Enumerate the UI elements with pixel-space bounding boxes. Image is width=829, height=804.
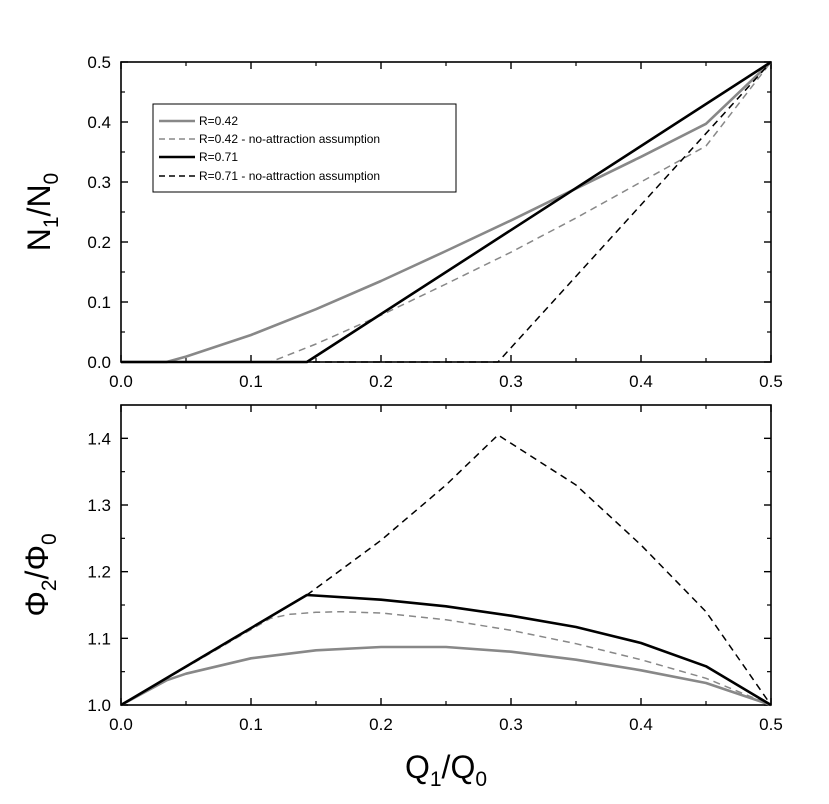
bottom-x-tick-label: 0.0 [109,715,133,734]
bottom-x-tick-label: 0.3 [499,715,523,734]
legend-box [152,103,457,193]
bottom-y-tick-label: 1.4 [87,429,111,448]
top-x-tick-label: 0.5 [759,372,783,391]
top-x-tick-label: 0.2 [369,372,393,391]
bottom-x-tick-label: 0.4 [629,715,653,734]
bottom-ticks: 0.0 0.1 0.2 0.3 0.4 0.5 1.0 1.1 1.2 1.3 1.4 [87,405,783,734]
top-y-tick-label: 0.2 [87,233,111,252]
bottom-y-tick-label: 1.1 [87,629,111,648]
top-series [121,60,772,364]
top-y-axis-title: N1/N0 [21,173,63,251]
legend: R=0.42 R=0.42 - no-attraction assumption… [152,103,457,193]
top-y-tick-label: 0.5 [87,53,111,72]
bottom-series [120,434,772,707]
x-axis-title: Q1/Q0 [405,749,487,791]
top-series-line-1 [121,61,772,363]
top-series-line-3 [121,61,772,363]
top-y-tick-label: 0.0 [87,353,111,372]
bottom-y-tick-label: 1.2 [87,563,111,582]
legend-label-r042: R=0.42 [199,114,238,128]
bottom-x-tick-label: 0.1 [239,715,263,734]
legend-label-r071-noattr: R=0.71 - no-attraction assumption [199,169,380,183]
bottom-y-tick-label: 1.3 [87,496,111,515]
bottom-series-line-2 [120,593,772,707]
top-x-tick-label: 0.3 [499,372,523,391]
top-x-tick-label: 0.1 [239,372,263,391]
legend-label-r042-noattr: R=0.42 - no-attraction assumption [199,132,380,146]
bottom-y-axis-title: Φ2/Φ0 [19,533,61,616]
top-y-tick-label: 0.4 [87,113,111,132]
bottom-y-tick-label: 1.0 [87,696,111,715]
bottom-series-line-0 [120,645,772,707]
legend-label-r071: R=0.71 [199,150,238,164]
bottom-x-tick-label: 0.5 [759,715,783,734]
top-y-tick-label: 0.3 [87,173,111,192]
top-x-tick-label: 0.4 [629,372,653,391]
top-y-tick-label: 0.1 [87,293,111,312]
top-panel: 0.0 0.1 0.2 0.3 0.4 0.5 0.0 0.1 0.2 0.3 0.4 0.5 R=0… [21,53,783,391]
top-series-line-0 [121,61,772,364]
bottom-plot-frame [120,404,772,706]
top-x-tick-label: 0.0 [109,372,133,391]
bottom-x-tick-label: 0.2 [369,715,393,734]
bottom-series-line-3 [120,434,772,706]
bottom-series-line-1 [120,610,772,706]
top-ticks: 0.0 0.1 0.2 0.3 0.4 0.5 0.0 0.1 0.2 0.3 0.4 0.5 [87,53,782,391]
bottom-panel: 0.0 0.1 0.2 0.3 0.4 0.51.01.11.21.31.4 Φ2/Φ0 … [19,404,783,791]
